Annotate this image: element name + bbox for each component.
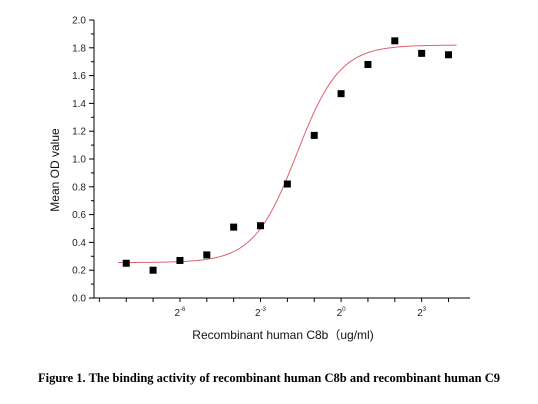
data-point (122, 259, 130, 267)
data-point (310, 131, 318, 139)
fit-curve (118, 44, 457, 263)
x-tick-label: 2-3 (255, 307, 267, 319)
y-tick-label: 0.4 (72, 238, 86, 249)
data-point (176, 256, 184, 264)
data-point (257, 222, 265, 230)
y-axis-title: Mean OD value (48, 128, 62, 212)
data-points (122, 37, 453, 274)
y-tick-label: 1.0 (72, 155, 86, 166)
y-tick-label: 1.2 (72, 127, 86, 138)
y-tick-label: 1.8 (72, 43, 86, 54)
data-point (203, 251, 211, 259)
y-tick-label: 1.6 (72, 71, 86, 82)
x-tick-label: 2-6 (174, 307, 186, 319)
data-point (391, 37, 399, 45)
y-tick-label: 0.8 (72, 182, 86, 193)
x-tick-label: 20 (337, 307, 347, 319)
data-point (230, 223, 238, 231)
x-axis: 2-6 2-3 20 23 (94, 297, 470, 319)
data-point (283, 180, 291, 188)
data-point (418, 49, 426, 57)
binding-activity-chart: 0.0 0.2 0.4 0.6 0.8 1.0 1.2 1.4 1.6 1.8 2.0 2-6 2-3… (48, 16, 470, 342)
data-point (337, 90, 345, 98)
y-tick-label: 0.2 (72, 266, 86, 277)
y-tick-label: 1.4 (72, 99, 86, 110)
y-tick-label: 0.0 (72, 294, 86, 305)
x-tick-label: 23 (417, 307, 427, 319)
y-tick-label: 2.0 (72, 16, 86, 27)
data-point (445, 51, 453, 59)
figure-caption: Figure 1. The binding activity of recomb… (38, 371, 500, 385)
y-tick-label: 0.6 (72, 210, 86, 221)
y-axis: 0.0 0.2 0.4 0.6 0.8 1.0 1.2 1.4 1.6 1.8 2.0 (72, 16, 95, 305)
data-point (364, 60, 372, 68)
data-point (149, 266, 157, 274)
x-axis-title: Recombinant human C8b（ug/ml) (192, 328, 373, 342)
